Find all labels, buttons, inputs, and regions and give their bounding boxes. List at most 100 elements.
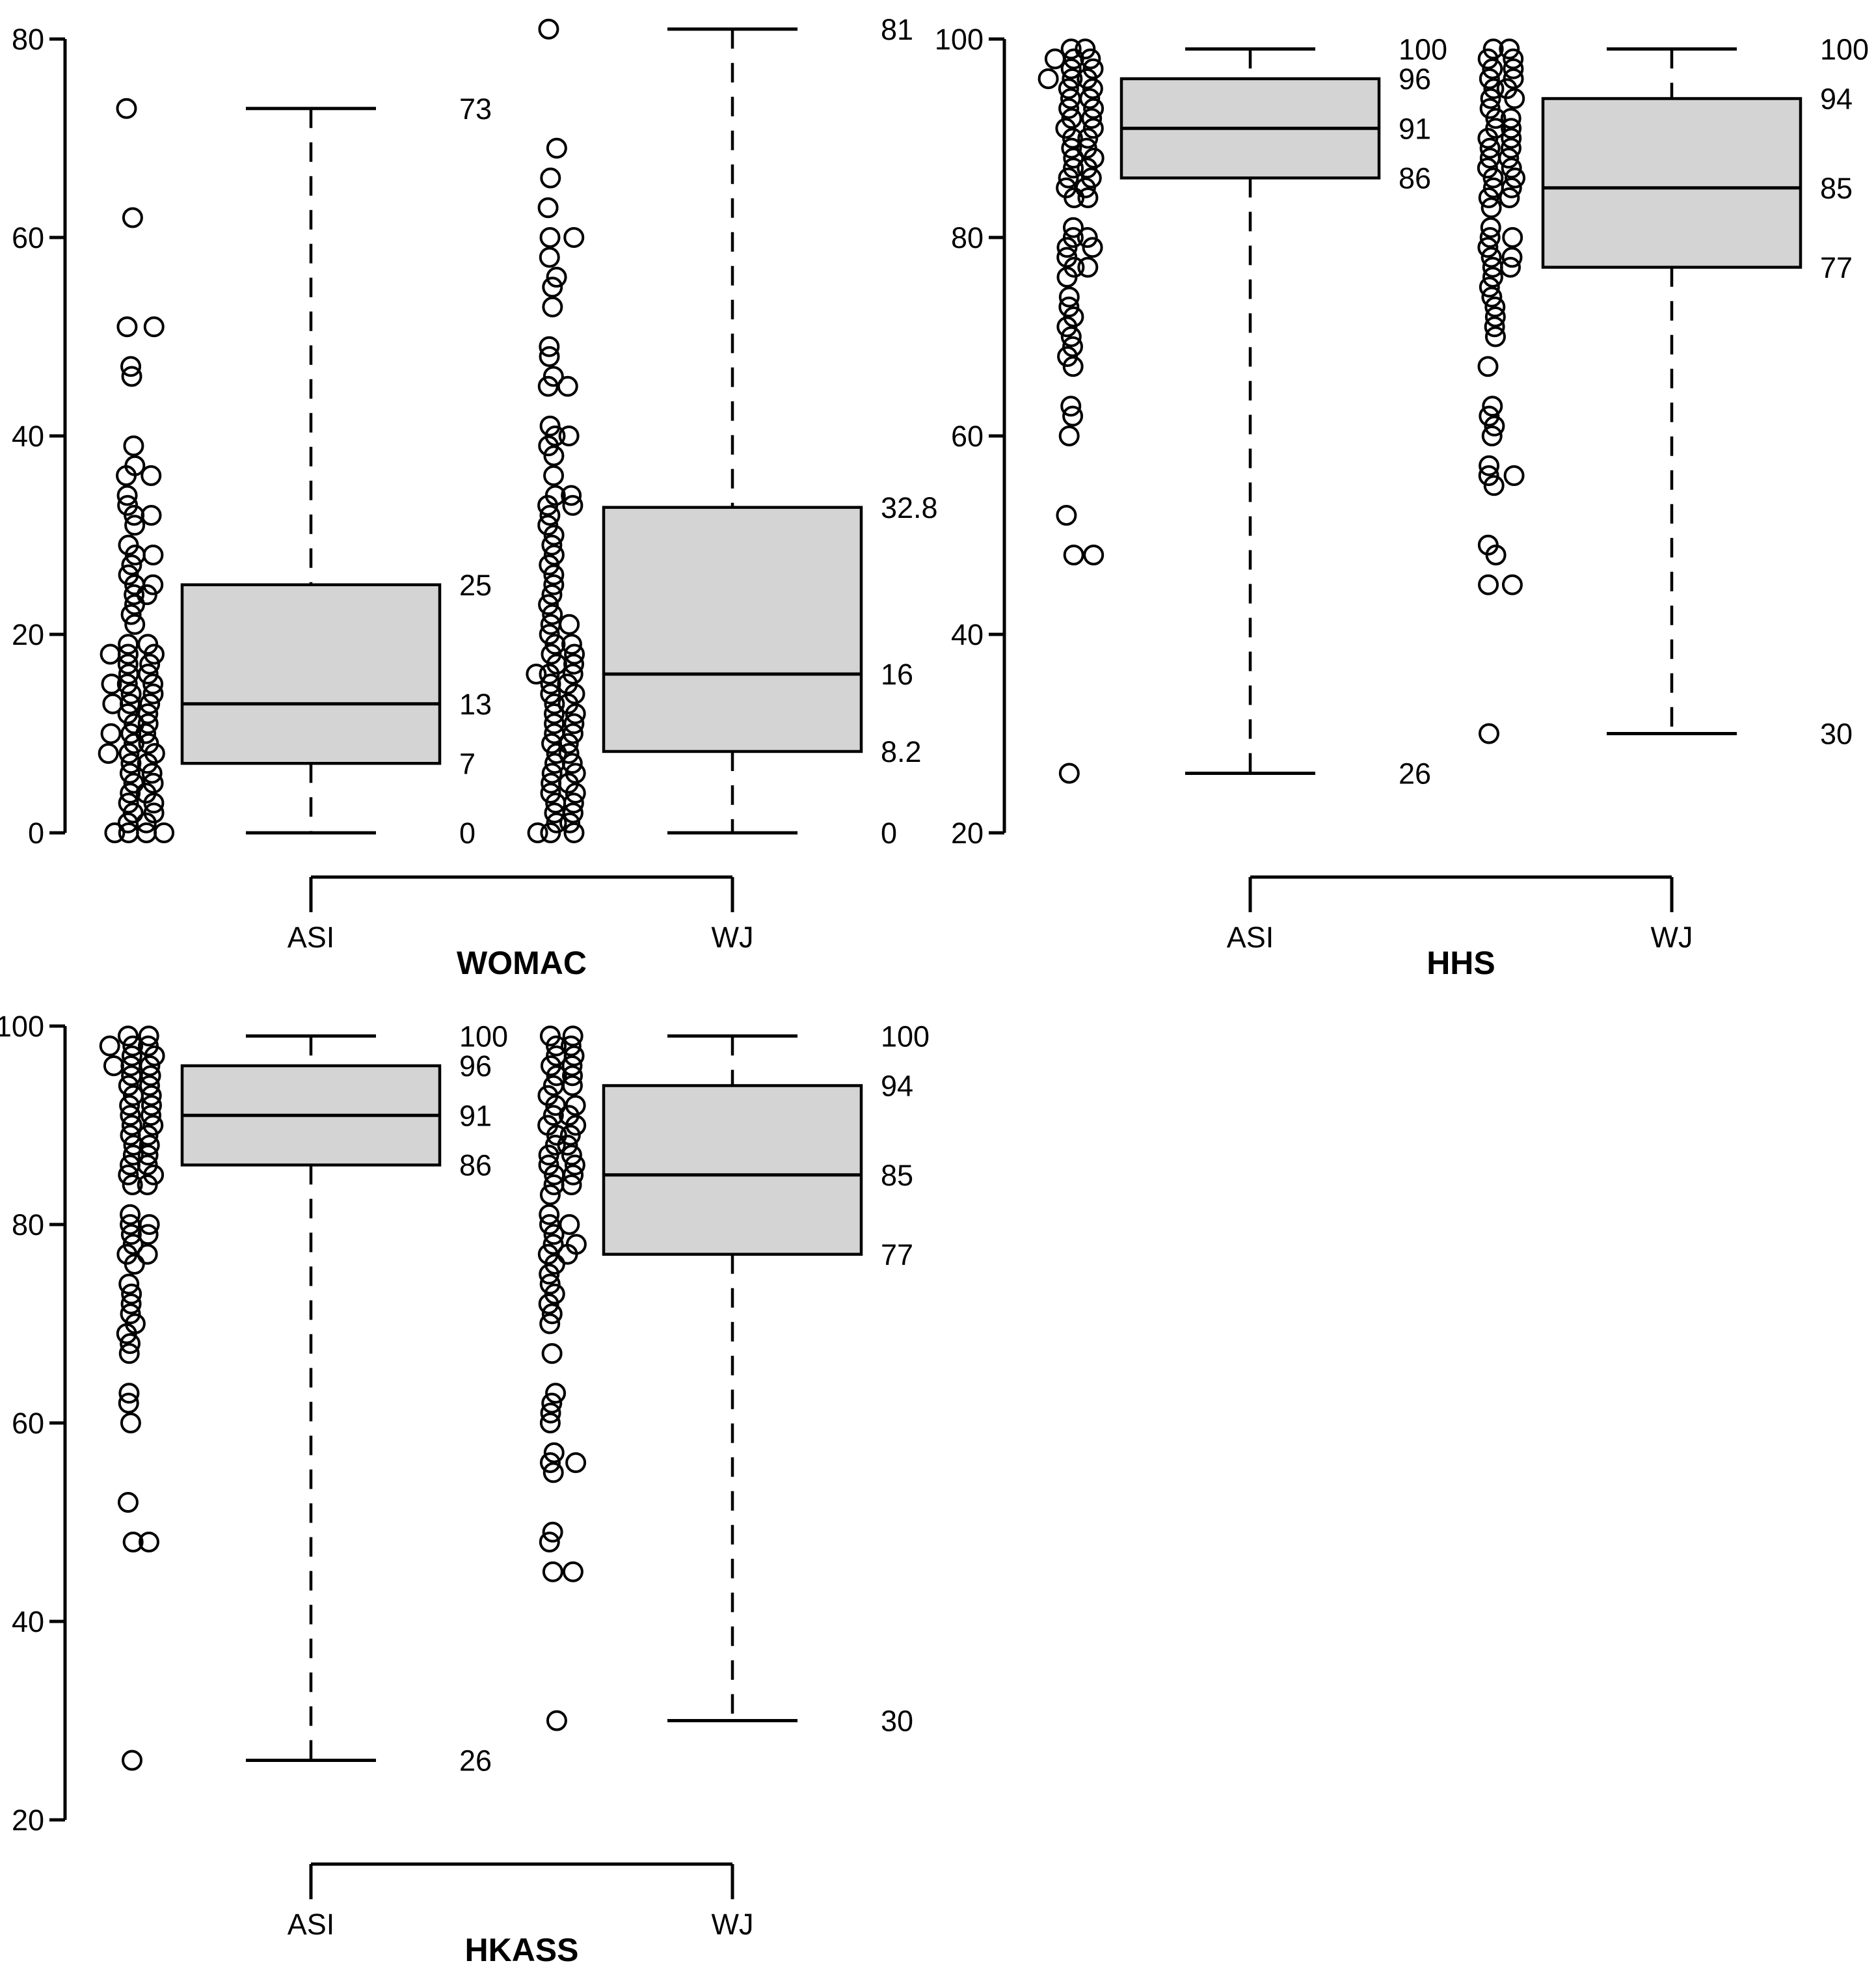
whiskers (1185, 47, 1315, 775)
y-tick-label: 20 (12, 1804, 44, 1837)
jitter-point (543, 445, 565, 467)
jitter-point (1061, 137, 1082, 159)
jitter-point (139, 1214, 160, 1235)
jitter-point (118, 1343, 140, 1364)
jitter-point (539, 1214, 560, 1235)
jitter-point (1060, 58, 1082, 79)
jitter-point (1484, 296, 1506, 318)
jitter-point (120, 1224, 142, 1245)
jitter-point (1500, 137, 1521, 159)
jitter-point (1480, 88, 1501, 109)
jitter-point (137, 1174, 158, 1195)
jitter-point (154, 822, 175, 843)
y-tick-label: 20 (12, 618, 44, 651)
jitter-point (559, 1124, 581, 1146)
jitter-point (542, 1521, 563, 1543)
jitter-point (1062, 336, 1084, 357)
jitter-point (544, 713, 565, 735)
jitter-point (541, 733, 563, 754)
jitter-point (1477, 356, 1499, 377)
jitter-point (526, 664, 547, 684)
stat-label-median: 91 (1399, 112, 1431, 145)
jitter-point (561, 634, 582, 655)
jitter-point (544, 693, 565, 714)
jitter-point (117, 653, 139, 675)
jitter-point (543, 1462, 564, 1483)
jitter-point (541, 1392, 563, 1414)
jitter-point (139, 653, 161, 675)
jitter-point (563, 792, 584, 814)
value-labels: 100 94 85 77 30 (1820, 33, 1869, 750)
jitter-point (98, 743, 119, 764)
jitter-point (539, 1264, 560, 1285)
stat-label-whisker_high: 73 (459, 92, 492, 126)
jitter-point (557, 1135, 578, 1156)
jitter-point (143, 316, 165, 338)
y-tick-label: 40 (12, 420, 44, 453)
jitter-point (124, 584, 145, 605)
jitter-point (1501, 157, 1522, 179)
panel-title: HHS (1427, 945, 1495, 981)
stat-label-whisker_high: 100 (881, 1020, 930, 1053)
jitter-point (1062, 405, 1084, 427)
jitter-point (1064, 187, 1085, 208)
stat-label-median: 85 (1820, 172, 1853, 205)
jitter-point (542, 604, 563, 625)
jitter-point (1058, 763, 1080, 784)
jitter-point (137, 664, 159, 684)
jitter-point (139, 693, 161, 714)
jitter-point (541, 1303, 563, 1325)
jitter-point (116, 465, 137, 486)
jitter-point (539, 1273, 561, 1295)
jitter-point (1056, 505, 1077, 526)
jitter-point (122, 802, 144, 824)
jitter-point (540, 783, 561, 804)
jitter-point (1481, 197, 1502, 219)
jitter-point (563, 227, 585, 248)
jitter-point (1481, 286, 1503, 308)
jitter-point (1058, 98, 1080, 119)
jitter-point (1479, 277, 1500, 298)
jitter-point (119, 1095, 141, 1116)
jitter-point (1063, 157, 1084, 179)
jitter-point (538, 435, 559, 457)
jitter-point (564, 643, 585, 665)
jitter-point (139, 1055, 161, 1076)
group-wj: 100 94 85 77 30 (1477, 33, 1869, 751)
y-tick-label: 80 (951, 221, 984, 254)
jitter-point (1477, 157, 1498, 179)
stat-label-q1: 77 (1820, 251, 1853, 284)
jitter-point (1501, 574, 1523, 595)
x-group-label: ASI (288, 921, 335, 954)
jitter-point (563, 653, 585, 675)
hhs-panel: 20 40 60 80 100 100 96 91 86 26 100 94 85 77 30 ASI WJ HH… (935, 0, 1876, 981)
jitter-point (561, 1144, 582, 1166)
jitter-point (1500, 108, 1521, 129)
stat-label-whisker_high: 100 (1820, 33, 1869, 66)
jitter-point (537, 375, 559, 397)
stat-label-q1: 86 (459, 1149, 492, 1182)
jitter-point (120, 1413, 141, 1433)
stat-label-q3: 25 (459, 569, 492, 602)
jitter-point (562, 664, 583, 684)
jitter-point (1479, 227, 1501, 248)
jitter-point (537, 494, 559, 516)
jitter-point (539, 1025, 561, 1047)
jitter-point (541, 534, 563, 556)
jitter-point (103, 1055, 124, 1076)
jitter-points (526, 18, 586, 843)
jitter-point (562, 802, 583, 824)
jitter-point (544, 1254, 565, 1275)
y-tick-label: 80 (12, 1208, 44, 1241)
jitter-point (116, 485, 138, 506)
jitter-point (539, 505, 561, 526)
jitter-point (560, 1035, 582, 1057)
stat-label-median: 85 (881, 1159, 913, 1192)
jitter-point (1484, 306, 1506, 327)
jitter-point (539, 664, 560, 684)
jitter-point (142, 545, 164, 565)
jitter-point (1058, 286, 1080, 308)
jitter-point (1077, 128, 1099, 149)
